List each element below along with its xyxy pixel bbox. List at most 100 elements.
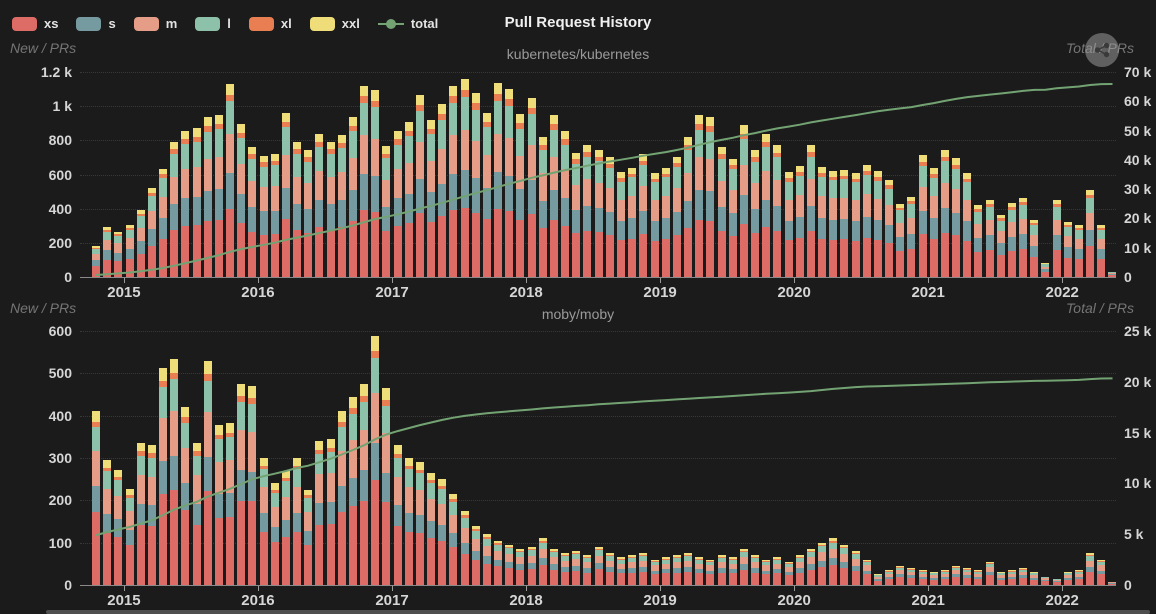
bar-stack [896, 565, 905, 585]
bar-segment-xl [594, 156, 603, 162]
bar-segment-s [248, 471, 257, 502]
x-axis-year-label: 2020 [777, 284, 811, 301]
bar-segment-m [237, 430, 246, 471]
bar-segment-xxl [1041, 263, 1050, 264]
bar-segment-m [885, 573, 894, 577]
bar-segment-s [1074, 576, 1083, 579]
bar-segment-m [404, 162, 413, 194]
bar-segment-s [739, 564, 748, 570]
bar-segment-xl [393, 139, 402, 145]
bar-segment-xs [896, 251, 905, 277]
bar-stack [572, 152, 581, 277]
bar-segment-xxl [471, 93, 480, 104]
bar-segment-s [170, 456, 179, 491]
bar-segment-l [840, 548, 849, 555]
horizontal-scrollbar[interactable] [46, 610, 1150, 614]
bar-segment-l [326, 153, 335, 177]
bar-segment-xs [963, 240, 972, 277]
bar-segment-l [616, 559, 625, 564]
x-axis-year-label: 2021 [911, 284, 945, 301]
right-axis-tick-label: 30 k [1124, 181, 1152, 198]
bar-segment-m [818, 195, 827, 218]
bar-segment-s [851, 565, 860, 571]
right-axis-name-bottom: Total / PRs [1066, 300, 1134, 316]
bar-segment-xl [795, 171, 804, 176]
bar-segment-xl [248, 154, 257, 159]
bar-segment-s [527, 180, 536, 215]
bar-segment-s [985, 235, 994, 251]
bar-segment-m [147, 477, 156, 506]
bar-segment-s [114, 252, 123, 262]
bar-segment-l [170, 154, 179, 178]
bar-segment-s [717, 206, 726, 232]
bar-segment-xl [672, 163, 681, 168]
bar-segment-m [985, 567, 994, 572]
bar-segment-m [214, 461, 223, 494]
bar-segment-l [885, 571, 894, 574]
bar-segment-xxl [527, 546, 536, 550]
bar-segment-xl [482, 537, 491, 539]
bar-segment-xs [471, 212, 480, 277]
bar-segment-s [594, 208, 603, 233]
bar-segment-xs [1019, 577, 1028, 585]
bar-segment-xs [147, 245, 156, 277]
bar-segment-s [561, 198, 570, 227]
bar-segment-m [795, 194, 804, 217]
bar-segment-xs [650, 240, 659, 277]
legend-item-m[interactable]: m [133, 16, 177, 31]
bar-segment-xl [505, 99, 514, 106]
bar-segment-xl [460, 89, 469, 97]
bar-segment-xl [684, 555, 692, 557]
bar-stack [315, 441, 324, 585]
bar-segment-xxl [661, 557, 670, 560]
bar-segment-m [650, 200, 659, 221]
bar-segment-xs [304, 232, 313, 277]
bar-segment-m [527, 144, 536, 181]
bar-segment-m [270, 186, 279, 211]
bar-segment-m [549, 557, 558, 565]
bar-segment-s [1097, 248, 1106, 259]
legend-item-total[interactable]: total [377, 16, 438, 31]
bar-segment-s [181, 483, 190, 511]
share-button[interactable] [1085, 33, 1119, 67]
legend-item-xl[interactable]: xl [248, 16, 292, 31]
bar-segment-l [1019, 569, 1028, 572]
bar-segment-m [952, 189, 961, 213]
bar-segment-xs [616, 573, 625, 585]
bar-segment-xs [974, 578, 983, 585]
bar-segment-xxl [829, 538, 838, 542]
bar-segment-xs [628, 572, 637, 585]
bar-segment-m [561, 560, 570, 567]
bar-segment-xl [650, 178, 659, 183]
bar-stack [415, 95, 424, 277]
bar-segment-xxl [371, 90, 380, 101]
bar-segment-s [103, 250, 112, 260]
bar-segment-xs [192, 525, 201, 585]
legend-item-s[interactable]: s [76, 16, 116, 31]
bar-segment-m [616, 563, 625, 570]
legend-item-l[interactable]: l [195, 16, 231, 31]
bar-segment-s [818, 217, 827, 239]
bar-segment-l [762, 561, 771, 566]
bar-segment-l [136, 455, 145, 476]
bar-stack [348, 396, 357, 585]
bar-segment-l [728, 169, 737, 190]
bar-segment-xxl [605, 553, 614, 556]
bar-segment-s [583, 568, 592, 573]
bar-segment-xl [404, 130, 413, 137]
bar-segment-m [427, 498, 436, 522]
bar-segment-s [348, 190, 357, 221]
bar-segment-m [661, 196, 670, 218]
bar-segment-l [829, 180, 838, 199]
legend-item-xxl[interactable]: xxl [309, 16, 360, 31]
bar-segment-l [784, 181, 793, 200]
bar-stack [851, 173, 860, 277]
bar-segment-l [203, 380, 212, 413]
legend-item-xs[interactable]: xs [12, 16, 58, 31]
bar-segment-xl [918, 161, 927, 166]
bar-segment-l [482, 127, 491, 156]
bar-segment-xl [326, 447, 335, 453]
bar-segment-xs [181, 510, 190, 585]
bar-stack [1074, 225, 1083, 277]
bar-segment-l [315, 146, 324, 172]
